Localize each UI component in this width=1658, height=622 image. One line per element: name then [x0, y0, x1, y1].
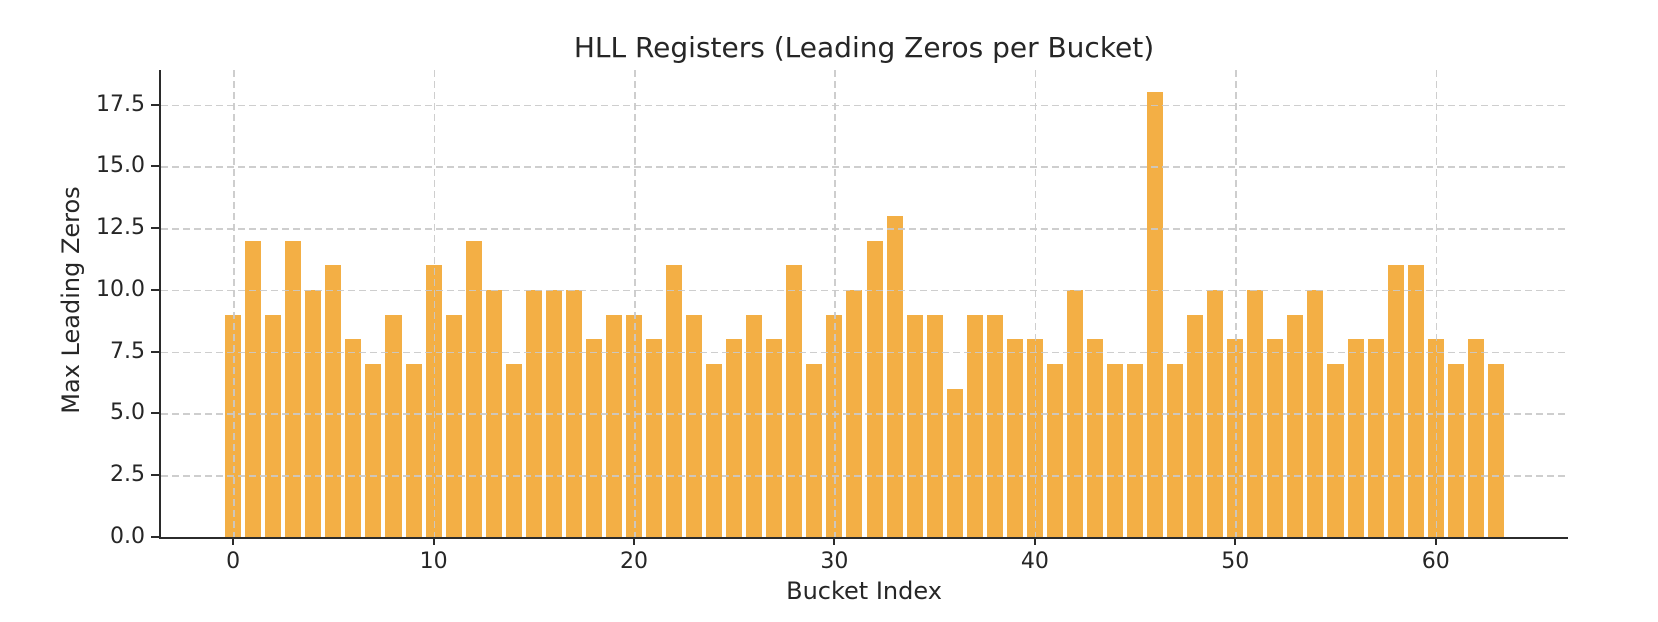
bar-bucket-39: [1006, 339, 1023, 537]
y-tick-mark: [151, 350, 159, 353]
bar-bucket-61: [1447, 364, 1464, 537]
x-tick-label: 10: [419, 549, 448, 574]
x-tick-mark: [1234, 537, 1237, 545]
gridline: [161, 166, 1568, 168]
bar-bucket-52: [1267, 339, 1284, 537]
bar-bucket-5: [325, 265, 342, 537]
bar-bucket-57: [1367, 339, 1384, 537]
gridline: [1435, 70, 1438, 537]
gridline: [161, 289, 1568, 292]
bar-bucket-9: [405, 364, 422, 537]
bar-bucket-56: [1347, 339, 1364, 537]
bar-bucket-43: [1086, 339, 1103, 537]
bar-bucket-18: [585, 339, 602, 537]
bar-bucket-37: [966, 314, 983, 537]
x-tick-mark: [432, 537, 435, 545]
bar-bucket-48: [1187, 314, 1204, 537]
gridline: [433, 70, 436, 537]
bar-bucket-11: [445, 314, 462, 537]
bar-bucket-26: [746, 314, 763, 537]
bar-bucket-2: [265, 314, 282, 537]
gridline: [161, 351, 1568, 354]
bar-bucket-34: [906, 314, 923, 537]
y-tick-mark: [151, 412, 159, 415]
bar-bucket-19: [605, 314, 622, 537]
x-tick-mark: [633, 537, 635, 545]
x-tick-mark: [1033, 537, 1036, 545]
bar-bucket-27: [766, 339, 783, 537]
y-tick-mark: [151, 288, 159, 291]
y-axis-label: Max Leading Zeros: [57, 186, 85, 414]
y-tick-mark: [151, 227, 159, 230]
bar-bucket-22: [666, 265, 683, 537]
x-axis-label: Bucket Index: [786, 577, 942, 605]
x-tick-label: 30: [820, 549, 849, 574]
y-tick-label: 12.5: [96, 215, 145, 241]
y-tick-label: 10.0: [96, 276, 145, 302]
y-tick-mark: [151, 536, 159, 538]
bar-bucket-47: [1167, 364, 1184, 537]
bar-bucket-38: [986, 314, 1003, 537]
bar-bucket-1: [245, 240, 262, 537]
bar-bucket-3: [285, 240, 302, 537]
y-tick-label: 0.0: [110, 524, 145, 549]
bar-bucket-41: [1046, 364, 1063, 537]
y-tick-mark: [151, 474, 159, 477]
y-tick-label: 17.5: [96, 91, 145, 117]
y-tick-label: 7.5: [110, 338, 145, 364]
bar-bucket-6: [345, 339, 362, 537]
bar-bucket-45: [1127, 364, 1144, 537]
bar-bucket-33: [886, 215, 903, 537]
x-tick-mark: [833, 537, 836, 545]
bar-bucket-23: [686, 314, 703, 537]
x-tick-mark: [232, 537, 235, 545]
bar-bucket-63: [1487, 364, 1504, 537]
gridline: [634, 70, 636, 537]
bar-bucket-14: [505, 364, 522, 537]
bar-bucket-62: [1467, 339, 1484, 537]
plot-area: [159, 70, 1568, 539]
bar-bucket-58: [1387, 265, 1404, 537]
y-tick-label: 5.0: [110, 400, 145, 426]
bar-bucket-8: [385, 314, 402, 537]
x-tick-label: 40: [1020, 549, 1049, 574]
y-tick-mark: [151, 103, 159, 106]
gridline: [161, 475, 1568, 477]
x-tick-label: 50: [1221, 549, 1250, 574]
bar-bucket-29: [806, 364, 823, 537]
gridline: [834, 70, 836, 537]
bar-bucket-44: [1107, 364, 1124, 537]
bar-bucket-21: [646, 339, 663, 537]
x-tick-label: 60: [1421, 549, 1450, 574]
bar-bucket-46: [1147, 92, 1164, 537]
bar-bucket-24: [706, 364, 723, 537]
y-axis-line: [159, 70, 161, 537]
bar-bucket-36: [946, 388, 963, 537]
bar-bucket-55: [1327, 364, 1344, 537]
bar-bucket-35: [926, 314, 943, 537]
bar-bucket-7: [365, 364, 382, 537]
x-tick-label: 20: [620, 549, 648, 574]
gridline: [1034, 70, 1037, 537]
gridline: [1235, 70, 1237, 537]
y-tick-mark: [151, 165, 159, 168]
chart-title: HLL Registers (Leading Zeros per Bucket): [573, 31, 1155, 64]
bar-bucket-59: [1407, 265, 1424, 537]
bar-bucket-25: [726, 339, 743, 537]
bar-bucket-53: [1287, 314, 1304, 537]
x-tick-label: 0: [226, 549, 241, 574]
x-axis-line: [159, 537, 1568, 539]
bar-bucket-12: [465, 240, 482, 537]
x-tick-mark: [1434, 537, 1437, 545]
gridline: [161, 104, 1568, 107]
y-tick-label: 15.0: [96, 153, 145, 179]
gridline: [161, 228, 1568, 230]
bar-bucket-32: [866, 240, 883, 537]
gridline: [161, 413, 1568, 415]
bar-bucket-28: [786, 265, 803, 537]
gridline: [233, 70, 235, 537]
y-tick-label: 2.5: [110, 462, 145, 488]
